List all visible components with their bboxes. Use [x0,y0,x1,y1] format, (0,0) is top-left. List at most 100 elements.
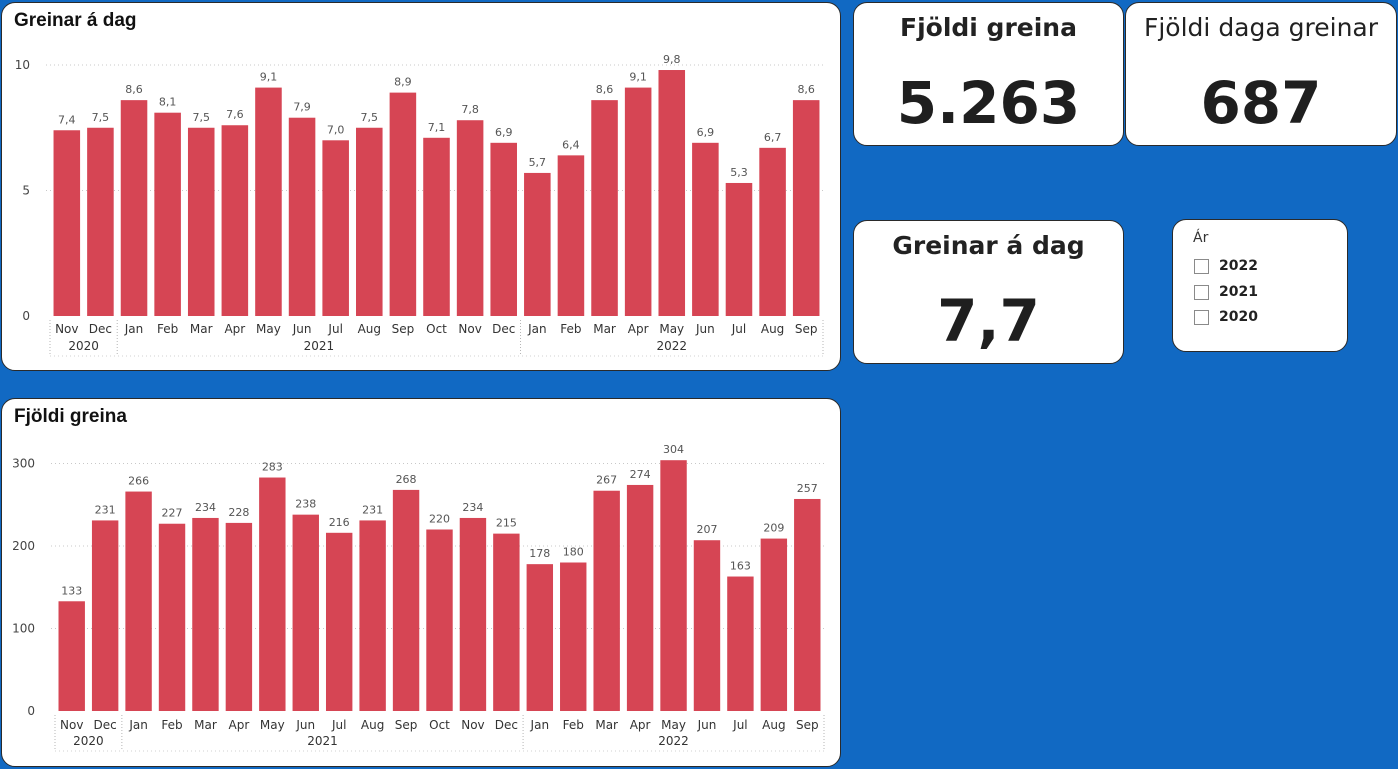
data-label: 9,1 [260,71,278,84]
x-tick-label: May [659,322,684,336]
data-label: 207 [696,523,717,536]
x-group-label: 2021 [307,734,338,748]
bar-chart-articles-per-day: 0 5 10 7,4 Nov 7,5 Dec 8,6 Jan 8,1 Feb 7,5 Mar 7,6 Apr… [15,53,824,357]
x-group-label: 2021 [304,339,335,353]
chart-panel-article-count: Fjöldi greina 0 100 200 300 133 Nov 231 Dec 266 J… [1,398,841,767]
x-tick-label: Jan [530,718,550,732]
data-label: 7,5 [92,111,110,124]
slicer-option-label: 2021 [1219,284,1258,300]
x-tick-label: Sep [795,322,818,336]
bar [725,182,753,316]
data-label: 231 [362,503,383,516]
bar [120,100,148,316]
x-tick-label: Apr [628,322,649,336]
x-tick-label: Aug [762,718,785,732]
data-label: 220 [429,513,450,526]
x-tick-label: Jun [295,718,315,732]
bar [221,125,249,317]
bar [493,533,520,711]
x-tick-label: Mar [194,718,217,732]
data-label: 5,7 [529,156,547,169]
data-label: 163 [730,560,751,573]
data-label: 6,7 [764,131,782,144]
data-label: 7,0 [327,123,345,136]
bar [557,155,585,316]
bar [759,147,786,316]
bar [660,460,687,711]
y-tick-label: 10 [15,58,30,72]
bar [288,117,316,317]
bar-chart-article-count: 0 100 200 300 133 Nov 231 Dec 266 Jan 227 Feb 234 Mar… [12,443,825,752]
data-label: 178 [529,547,550,560]
data-label: 234 [195,501,216,514]
bar [727,576,754,711]
bar [389,92,417,316]
data-label: 215 [496,517,517,530]
data-label: 5,3 [730,166,748,179]
bar [359,520,386,711]
bar [490,142,517,316]
x-tick-label: Aug [361,718,384,732]
data-label: 7,5 [192,111,210,124]
slicer-option-2020[interactable]: 2020 [1194,309,1258,325]
bar [255,87,282,316]
checkbox[interactable] [1194,309,1209,325]
data-label: 7,5 [361,111,379,124]
card-articles-per-day: Greinar á dag 7,7 [853,220,1124,364]
bar [456,120,484,316]
slicer-title: Ár [1193,230,1209,246]
card-value: 5.263 [896,69,1081,137]
x-tick-label: Aug [358,322,381,336]
x-group-label: 2020 [73,734,104,748]
y-tick-label: 100 [12,622,35,636]
x-tick-label: May [661,718,686,732]
bar [760,538,788,711]
chart-title: Fjöldi greina [14,406,127,427]
x-tick-label: Nov [458,322,481,336]
year-slicer: Ár 2022 2021 2020 [1172,219,1348,352]
bar [692,142,719,316]
data-label: 6,4 [562,138,580,151]
bar [225,522,253,711]
bar [693,540,721,711]
bar [58,601,85,711]
x-tick-label: Mar [593,322,616,336]
slicer-option-2021[interactable]: 2021 [1194,284,1258,300]
data-label: 231 [95,503,116,516]
data-label: 8,6 [125,83,143,96]
data-label: 8,6 [596,83,614,96]
card-title: Greinar á dag [892,231,1085,260]
bar [560,562,587,711]
x-tick-label: Apr [224,322,245,336]
checkbox[interactable] [1194,258,1209,274]
x-tick-label: Mar [595,718,618,732]
card-title: Fjöldi greina [900,13,1077,42]
card-total-articles: Fjöldi greina 5.263 [853,2,1124,146]
x-tick-label: Oct [429,718,450,732]
bar [192,517,219,711]
x-tick-label: Sep [392,322,415,336]
slicer-option-2022[interactable]: 2022 [1194,258,1258,274]
bar [259,477,286,711]
chart-title: Greinar á dag [14,10,137,31]
data-label: 238 [295,498,316,511]
data-label: 133 [61,584,82,597]
x-tick-label: Apr [630,718,651,732]
chart-panel-articles-per-day: Greinar á dag 0 5 10 7,4 Nov 7,5 Dec 8,6 Jan 8,1 F… [1,2,841,371]
data-label: 209 [763,522,784,535]
bar [459,517,487,711]
data-label: 7,6 [226,108,244,121]
bar [392,489,420,711]
x-tick-label: Apr [229,718,250,732]
x-tick-label: Jul [731,322,746,336]
x-tick-label: Dec [492,322,515,336]
data-label: 257 [797,482,818,495]
y-tick-label: 300 [12,457,35,471]
checkbox[interactable] [1194,284,1209,300]
x-tick-label: Nov [461,718,484,732]
data-label: 283 [262,461,283,474]
bar [794,498,821,711]
bar [292,514,319,711]
data-label: 216 [329,516,350,529]
bar [87,127,114,316]
